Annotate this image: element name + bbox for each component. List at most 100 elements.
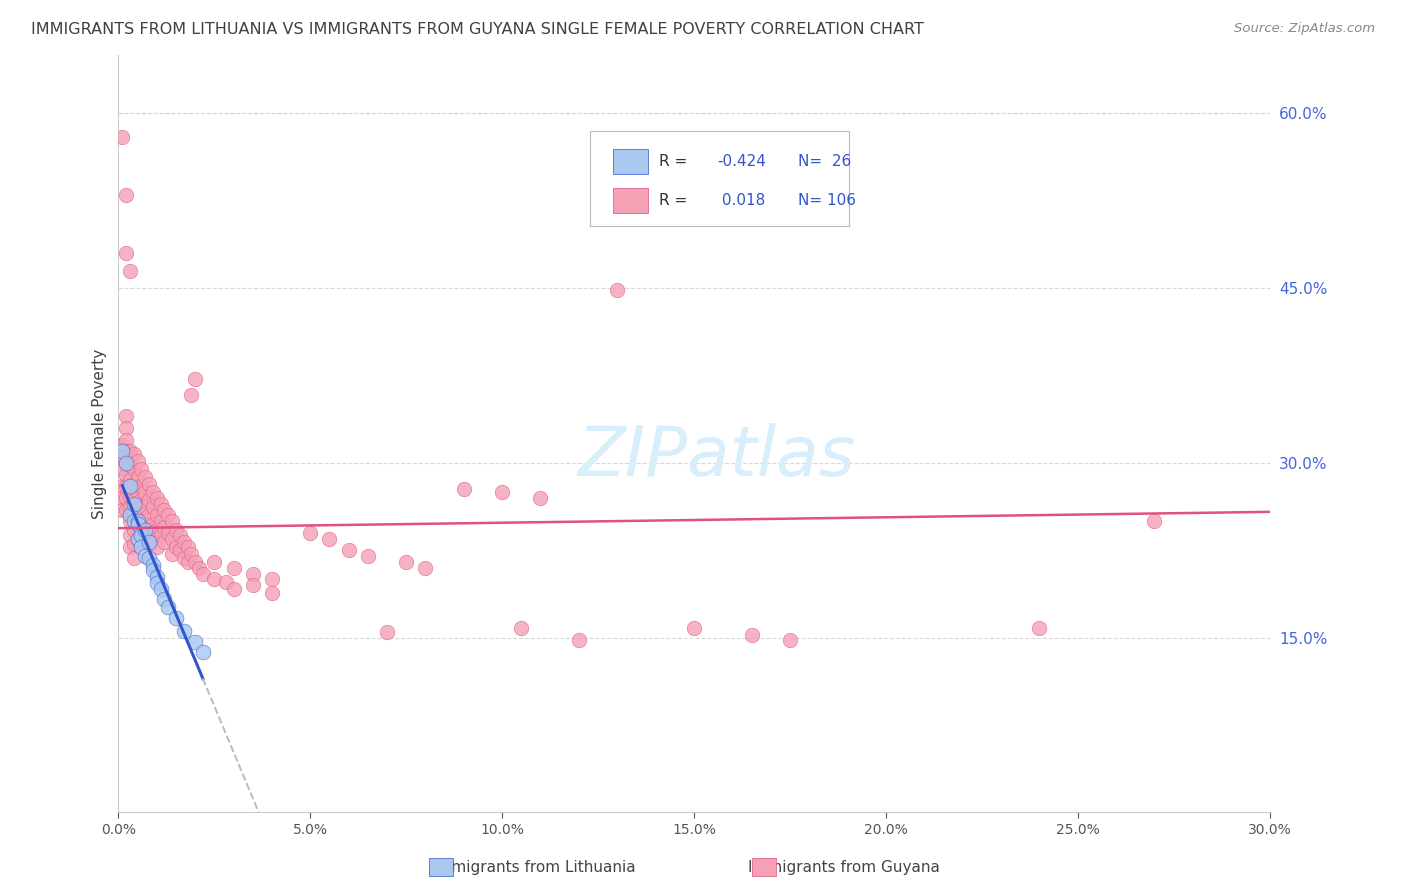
- Point: [184, 555, 207, 569]
- Point: [131, 524, 153, 538]
- Point: [142, 558, 165, 573]
- Point: [111, 438, 134, 452]
- Point: [111, 502, 134, 516]
- Point: [131, 528, 153, 542]
- Point: [115, 479, 138, 493]
- Point: [146, 540, 169, 554]
- Point: [169, 528, 191, 542]
- Point: [131, 461, 153, 475]
- Point: [115, 444, 138, 458]
- Point: [157, 525, 180, 540]
- Point: [122, 524, 145, 538]
- Point: [260, 586, 283, 600]
- Point: [146, 570, 169, 584]
- Point: [115, 421, 138, 435]
- Point: [153, 502, 176, 516]
- Point: [122, 493, 145, 508]
- Text: N= 106: N= 106: [797, 193, 856, 208]
- Point: [127, 516, 149, 531]
- Point: [191, 566, 214, 581]
- Text: Immigrants from Guyana: Immigrants from Guyana: [748, 860, 939, 874]
- Point: [176, 540, 198, 554]
- Point: [260, 573, 283, 587]
- Point: [127, 470, 149, 484]
- Point: [131, 540, 153, 554]
- Point: [242, 578, 264, 592]
- Point: [131, 493, 153, 508]
- Point: [138, 476, 160, 491]
- Point: [138, 551, 160, 566]
- Point: [138, 524, 160, 538]
- Point: [111, 129, 134, 144]
- Point: [149, 514, 172, 528]
- Point: [1028, 621, 1050, 635]
- Point: [122, 476, 145, 491]
- Point: [122, 497, 145, 511]
- Point: [184, 635, 207, 649]
- Text: R =: R =: [659, 193, 693, 208]
- Point: [176, 555, 198, 569]
- Point: [491, 485, 513, 500]
- Point: [134, 528, 156, 542]
- Point: [510, 621, 533, 635]
- Point: [118, 500, 141, 515]
- Point: [134, 549, 156, 563]
- Point: [202, 573, 225, 587]
- Point: [111, 491, 134, 505]
- Point: [122, 447, 145, 461]
- Point: [122, 461, 145, 475]
- Point: [568, 633, 591, 648]
- Point: [134, 516, 156, 531]
- Point: [169, 543, 191, 558]
- Point: [337, 543, 360, 558]
- Point: [188, 561, 211, 575]
- Point: [173, 624, 195, 638]
- Point: [395, 555, 418, 569]
- Point: [115, 456, 138, 470]
- Point: [173, 551, 195, 566]
- Point: [127, 532, 149, 546]
- Point: [453, 482, 475, 496]
- Point: [146, 524, 169, 538]
- Point: [118, 444, 141, 458]
- Point: [134, 524, 156, 538]
- Point: [157, 600, 180, 615]
- Point: [127, 500, 149, 515]
- Point: [115, 188, 138, 202]
- Point: [122, 508, 145, 523]
- Point: [111, 461, 134, 475]
- Point: [180, 388, 202, 402]
- Point: [127, 514, 149, 528]
- Point: [115, 246, 138, 260]
- Point: [146, 508, 169, 523]
- Text: -0.424: -0.424: [717, 153, 766, 169]
- Point: [153, 535, 176, 549]
- Point: [299, 525, 322, 540]
- Point: [127, 532, 149, 546]
- Point: [779, 633, 801, 648]
- Point: [131, 479, 153, 493]
- Point: [115, 456, 138, 470]
- Point: [191, 645, 214, 659]
- Point: [606, 284, 628, 298]
- Point: [153, 520, 176, 534]
- Point: [115, 491, 138, 505]
- Point: [142, 516, 165, 531]
- Point: [131, 508, 153, 523]
- Point: [118, 479, 141, 493]
- Point: [165, 540, 187, 554]
- Point: [529, 491, 551, 505]
- FancyBboxPatch shape: [591, 131, 849, 226]
- Point: [118, 489, 141, 503]
- Point: [357, 549, 380, 563]
- Point: [122, 514, 145, 528]
- Point: [127, 453, 149, 467]
- Point: [149, 528, 172, 542]
- Point: [138, 508, 160, 523]
- Point: [180, 547, 202, 561]
- Point: [160, 532, 183, 546]
- Point: [1143, 514, 1166, 528]
- Text: Immigrants from Lithuania: Immigrants from Lithuania: [433, 860, 636, 874]
- Point: [157, 508, 180, 523]
- Point: [118, 508, 141, 523]
